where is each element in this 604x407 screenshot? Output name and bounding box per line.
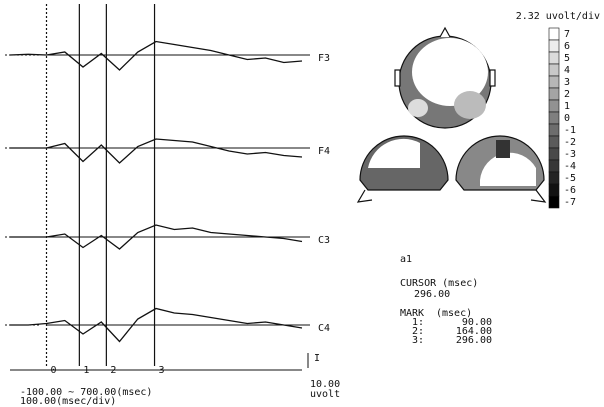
figure: 2.32 uvolt/div a1 CURSOR (msec) 296.00 M… [0, 0, 604, 407]
topo-scale-label: 2.32 uvolt/div [516, 11, 600, 22]
colorbar-label: 5 [564, 53, 570, 64]
file-label: a1 [400, 254, 412, 265]
colorbar-cell [549, 184, 559, 196]
colorbar-label: 4 [564, 65, 570, 76]
topo-top-view [395, 28, 495, 128]
colorbar-cell [549, 148, 559, 160]
colorbar-label: 2 [564, 89, 570, 100]
cursor-value: 296.00 [414, 289, 450, 300]
colorbar-cell [549, 112, 559, 124]
colorbar-label: 3 [564, 77, 570, 88]
waveform [10, 42, 302, 71]
colorbar-label: -4 [564, 161, 576, 172]
channel-label: C4 [318, 323, 330, 334]
colorbar-label: -2 [564, 137, 576, 148]
colorbar-cell [549, 196, 559, 208]
mark-row-label: 3: [412, 335, 424, 346]
colorbar-cell [549, 76, 559, 88]
mark-row-value: 296.00 [456, 335, 492, 346]
x-div-label: 100.00(msec/div) [20, 396, 116, 407]
colorbar-label: 7 [564, 29, 570, 40]
colorbar-label: 0 [564, 113, 570, 124]
colorbar-label: -3 [564, 149, 576, 160]
channel-label: F4 [318, 146, 330, 157]
colorbar-cell [549, 172, 559, 184]
colorbar-label: 6 [564, 41, 570, 52]
colorbar-label: 1 [564, 101, 570, 112]
channel-label: C3 [318, 235, 330, 246]
scale-bar-unit: uvolt [310, 389, 340, 400]
colorbar-label: -7 [564, 197, 576, 208]
colorbar-label: -5 [564, 173, 576, 184]
colorbar-cell [549, 136, 559, 148]
waveform [10, 139, 302, 163]
colorbar-cell [549, 28, 559, 40]
colorbar-cell [549, 88, 559, 100]
axis-end-label: I [314, 353, 320, 364]
topo-left-view [358, 136, 448, 202]
colorbar-cell [549, 64, 559, 76]
topo-right-view [456, 136, 545, 202]
colorbar-cell [549, 160, 559, 172]
channel-label: F3 [318, 53, 330, 64]
colorbar-cell [549, 100, 559, 112]
colorbar-cell [549, 40, 559, 52]
cursor-title: CURSOR (msec) [400, 278, 478, 289]
colorbar-cell [549, 52, 559, 64]
colorbar-label: -1 [564, 125, 576, 136]
colorbar-cell [549, 124, 559, 136]
colorbar-label: -6 [564, 185, 576, 196]
